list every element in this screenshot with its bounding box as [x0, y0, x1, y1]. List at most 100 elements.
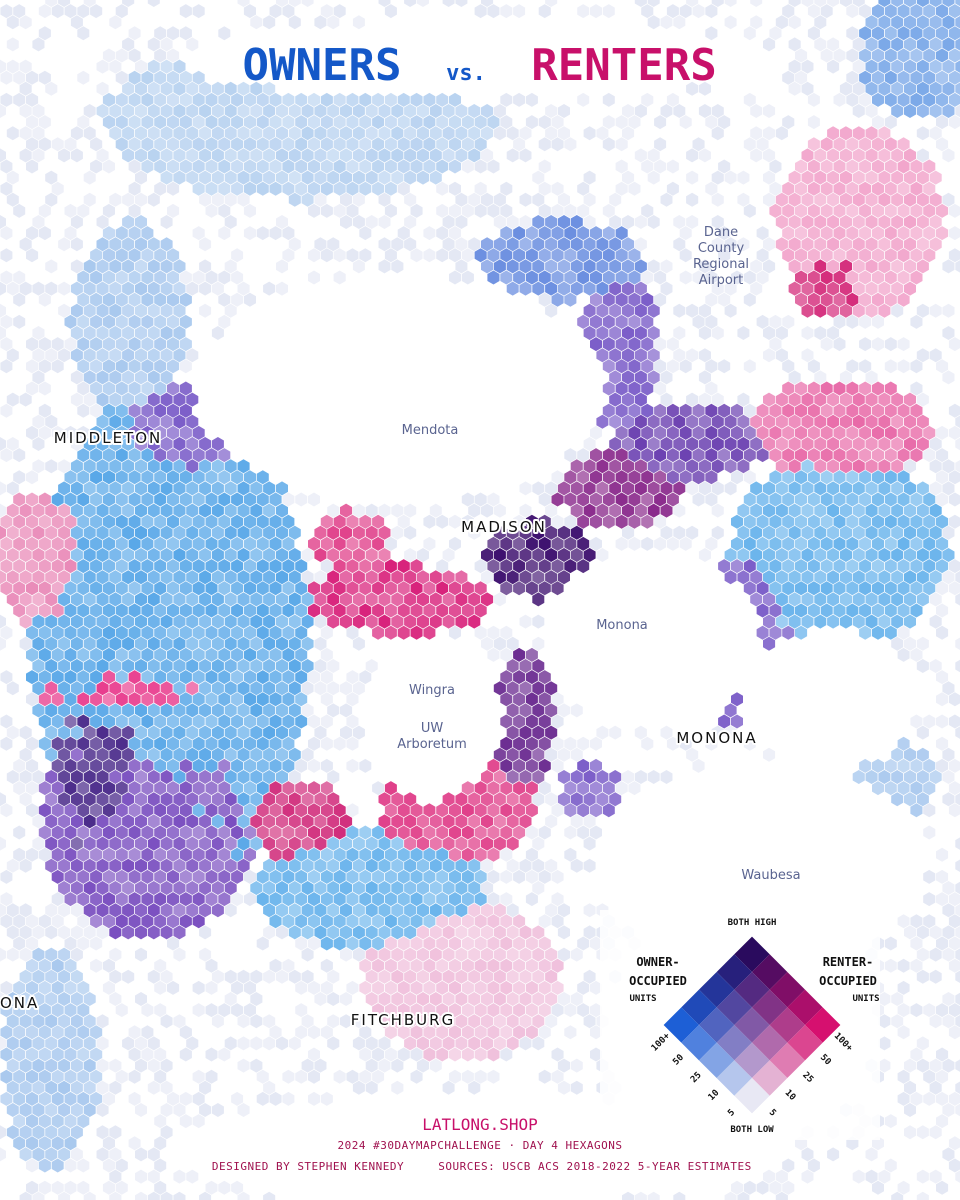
- hex: [481, 969, 494, 984]
- hex: [173, 1169, 186, 1184]
- hex: [846, 581, 859, 596]
- hex: [897, 647, 910, 662]
- hex: [32, 925, 45, 940]
- hex: [141, 514, 154, 529]
- hex: [359, 514, 372, 529]
- hex: [45, 525, 58, 540]
- hex: [916, 81, 929, 96]
- hex: [26, 492, 39, 507]
- hex: [250, 725, 263, 740]
- hex: [827, 148, 840, 163]
- hex: [276, 548, 288, 562]
- hex: [878, 37, 891, 52]
- hex: [0, 226, 13, 241]
- hex: [160, 215, 173, 229]
- hex: [96, 1058, 109, 1073]
- hex: [923, 226, 936, 241]
- hex: [378, 814, 391, 829]
- hex: [481, 237, 494, 252]
- hex: [788, 459, 801, 474]
- hex: [602, 314, 615, 329]
- hex: [878, 1036, 891, 1051]
- hex: [884, 292, 897, 307]
- hex: [0, 337, 13, 352]
- hex: [590, 825, 602, 840]
- hex: [90, 1025, 103, 1040]
- hex: [135, 747, 147, 762]
- hex: [602, 470, 615, 485]
- hex: [288, 237, 301, 252]
- hex: [141, 137, 154, 152]
- hex: [442, 792, 455, 807]
- hex: [436, 603, 449, 618]
- hex: [340, 614, 353, 629]
- hex: [263, 548, 276, 562]
- hex: [38, 536, 51, 551]
- hex: [525, 270, 538, 285]
- hex: [865, 81, 878, 96]
- hex: [352, 614, 365, 629]
- hex: [179, 536, 192, 551]
- hex: [891, 614, 904, 629]
- hex: [429, 592, 442, 607]
- hex: [820, 492, 833, 507]
- hex: [904, 192, 916, 207]
- hex: [327, 548, 340, 562]
- hex: [942, 1058, 955, 1073]
- hex: [314, 725, 327, 740]
- hex: [577, 203, 590, 218]
- hex: [45, 681, 58, 696]
- hex: [416, 104, 429, 118]
- hex: [525, 1003, 538, 1018]
- hex: [51, 625, 64, 640]
- hex: [884, 603, 897, 618]
- hex: [929, 659, 942, 673]
- hex: [839, 548, 852, 562]
- hex: [26, 647, 39, 662]
- hex: [147, 903, 160, 918]
- hex: [224, 570, 237, 585]
- hex: [276, 681, 288, 696]
- hex: [481, 192, 494, 207]
- hex: [609, 348, 622, 363]
- hex: [724, 570, 737, 585]
- city-label: MIDDLETON: [54, 429, 163, 447]
- hex: [282, 226, 295, 241]
- hex: [929, 1080, 942, 1095]
- hex: [64, 670, 77, 685]
- hex: [77, 647, 90, 662]
- hex: [391, 947, 404, 962]
- hex: [801, 215, 814, 229]
- hex: [865, 437, 878, 451]
- hex: [102, 470, 115, 485]
- hex: [295, 670, 308, 685]
- hex: [135, 636, 147, 651]
- hex: [461, 980, 474, 995]
- hex: [135, 303, 147, 318]
- hex: [308, 203, 320, 218]
- hex: [641, 425, 654, 440]
- hex: [308, 1047, 320, 1062]
- hex: [38, 381, 51, 396]
- hex: [474, 825, 487, 840]
- hex: [750, 437, 763, 451]
- hex: [884, 581, 897, 596]
- hex: [109, 903, 122, 918]
- hex: [801, 459, 814, 474]
- hex: [327, 525, 340, 540]
- hex: [500, 980, 513, 995]
- hex: [500, 1003, 513, 1018]
- hex: [884, 92, 897, 107]
- hex: [423, 137, 436, 152]
- hex: [782, 559, 795, 574]
- hex: [122, 126, 135, 141]
- hex: [70, 1103, 83, 1117]
- hex: [314, 548, 327, 562]
- hex: [70, 747, 83, 762]
- hex: [96, 1080, 109, 1095]
- hex: [160, 348, 173, 363]
- hex: [83, 1080, 96, 1095]
- hex: [615, 226, 628, 241]
- hex: [0, 514, 13, 529]
- hex: [583, 259, 596, 274]
